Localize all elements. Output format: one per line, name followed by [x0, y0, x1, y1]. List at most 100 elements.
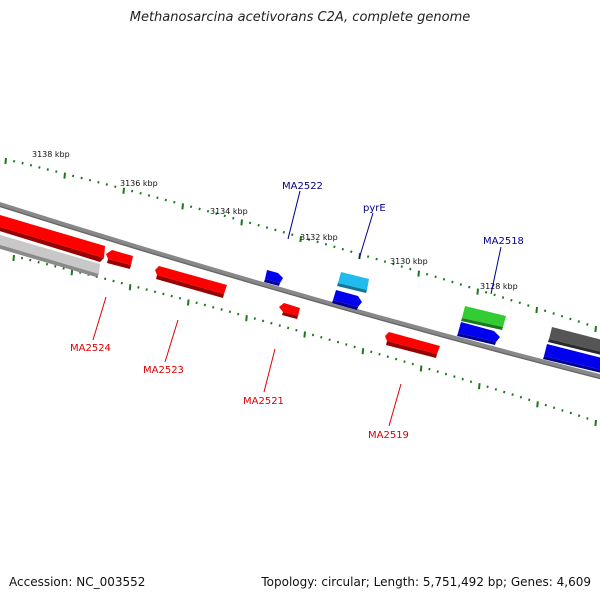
- gene-feature-right-gray[interactable]: [548, 327, 600, 357]
- scale-upper-minor-tick: [383, 260, 387, 263]
- scale-upper-minor-tick: [55, 170, 58, 173]
- gene-feature-ma2521[interactable]: [279, 303, 300, 319]
- gene-feature-pyre-blue[interactable]: [332, 290, 362, 310]
- scale-upper-minor-tick: [307, 238, 311, 241]
- scale-upper-major-tick: [240, 219, 243, 226]
- scale-upper-minor-tick: [560, 314, 564, 318]
- gene-feature-right-blue[interactable]: [543, 344, 600, 375]
- scale-upper-minor-tick: [147, 194, 151, 197]
- gene-feature-ma2523[interactable]: [155, 266, 227, 298]
- scale-label-3138: 3138 kbp: [32, 150, 70, 159]
- scale-upper-minor-tick: [97, 180, 100, 184]
- scale-lower-minor-tick: [261, 319, 265, 323]
- scale-lower-minor-tick: [37, 260, 40, 264]
- scale-lower-major-tick: [303, 331, 306, 338]
- scale-lower-major-tick: [128, 284, 132, 291]
- scale-upper-minor-tick: [215, 212, 218, 215]
- map-title: Methanosarcina acetivorans C2A, complete…: [129, 10, 471, 25]
- scale-lower-major-tick: [361, 348, 365, 355]
- gene-feature-pyre[interactable]: [337, 272, 369, 293]
- scale-lower-minor-tick: [328, 338, 331, 342]
- scale-lower-major-tick: [187, 299, 190, 306]
- scale-lower-minor-tick: [336, 340, 340, 344]
- scale-lower-minor-tick: [453, 375, 456, 378]
- scale-lower-minor-tick: [153, 290, 157, 294]
- scale-lower-minor-tick: [237, 312, 240, 316]
- gene-feature-ma2524[interactable]: [106, 250, 133, 269]
- leader-ma2522: [287, 190, 301, 240]
- scale-lower-minor-tick: [386, 355, 389, 359]
- gene-feature-ma2519[interactable]: [385, 332, 440, 358]
- scale-lower-minor-tick: [195, 301, 198, 305]
- scale-upper-minor-tick: [543, 309, 547, 313]
- scale-upper-minor-tick: [38, 166, 41, 169]
- scale-upper-major-tick: [299, 235, 302, 243]
- scale-upper-minor-tick: [484, 290, 488, 294]
- scale-upper-minor-tick: [265, 226, 269, 229]
- gene-label-ma2521: MA2521: [243, 396, 284, 407]
- scale-upper-minor-tick: [248, 221, 252, 225]
- scale-upper-minor-tick: [257, 223, 260, 227]
- scale-lower-minor-tick: [486, 385, 489, 389]
- scale-upper-major-tick: [535, 306, 538, 314]
- scale-lower-minor-tick: [278, 324, 281, 327]
- scale-lower-minor-tick: [469, 380, 473, 384]
- gene-label-ma2519: MA2519: [368, 430, 409, 441]
- gene-feature-left-red-large[interactable]: [0, 212, 105, 262]
- scale-lower-minor-tick: [411, 362, 414, 366]
- accession-text: Accession: NC_003552: [9, 575, 146, 589]
- scale-lower-minor-tick: [220, 308, 223, 311]
- scale-lower-minor-tick: [320, 335, 323, 339]
- scale-upper-minor-tick: [71, 174, 75, 178]
- scale-upper-minor-tick: [198, 207, 201, 211]
- genome-backbone: [0, 201, 600, 380]
- scale-upper-major-tick: [122, 187, 125, 194]
- scale-label-3134: 3134 kbp: [210, 207, 248, 216]
- scale-label-3132: 3132 kbp: [300, 233, 338, 242]
- scale-lower-minor-tick: [511, 393, 514, 396]
- scale-upper-minor-tick: [173, 200, 176, 204]
- scale-upper-minor-tick: [409, 267, 412, 271]
- scale-lower-minor-tick: [253, 317, 256, 320]
- scale-lower-minor-tick: [395, 357, 398, 361]
- gene-label-ma2518: MA2518: [483, 236, 524, 247]
- scale-lower-major-tick: [70, 269, 74, 276]
- scale-upper-minor-tick: [400, 265, 403, 268]
- gene-feature-left-lightgray[interactable]: [0, 232, 100, 277]
- scale-upper-minor-tick: [586, 323, 589, 326]
- scale-upper-minor-tick: [46, 168, 49, 171]
- gene-feature-ma2518[interactable]: [461, 306, 506, 330]
- scale-upper-minor-tick: [88, 178, 92, 182]
- scale-upper-minor-tick: [206, 209, 210, 213]
- scale-lower-minor-tick: [569, 411, 572, 415]
- scale-lower-minor-tick: [444, 372, 448, 376]
- gene-feature-ma2522[interactable]: [264, 270, 283, 286]
- scale-ticks-upper: [4, 157, 597, 333]
- scale-upper-minor-tick: [333, 245, 336, 249]
- scale-label-3136: 3136 kbp: [120, 179, 158, 188]
- scale-lower-minor-tick: [353, 345, 356, 349]
- scale-lower-major-tick: [245, 315, 248, 322]
- scale-upper-minor-tick: [21, 161, 24, 165]
- scale-upper-minor-tick: [282, 230, 285, 234]
- scale-lower-minor-tick: [345, 343, 348, 346]
- scale-upper-minor-tick: [451, 280, 454, 284]
- scale-lower-minor-tick: [178, 296, 182, 300]
- scale-upper-minor-tick: [468, 285, 471, 289]
- scale-lower-minor-tick: [203, 303, 207, 307]
- scale-lower-minor-tick: [62, 267, 65, 270]
- scale-upper-minor-tick: [392, 262, 395, 266]
- scale-lower-minor-tick: [503, 390, 506, 394]
- scale-lower-minor-tick: [145, 288, 148, 291]
- scale-upper-minor-tick: [375, 257, 378, 261]
- scale-lower-minor-tick: [228, 310, 232, 314]
- scale-lower-major-tick: [419, 365, 423, 372]
- leader-ma2519: [388, 383, 402, 427]
- scale-lower-major-tick: [12, 254, 15, 262]
- scale-upper-minor-tick: [350, 250, 353, 254]
- scale-lower-minor-tick: [286, 326, 290, 330]
- gene-feature-ma2518-blue[interactable]: [457, 322, 500, 345]
- scale-upper-minor-tick: [459, 283, 462, 286]
- scale-upper-major-tick: [63, 172, 66, 179]
- gene-label-ma2524: MA2524: [70, 343, 111, 354]
